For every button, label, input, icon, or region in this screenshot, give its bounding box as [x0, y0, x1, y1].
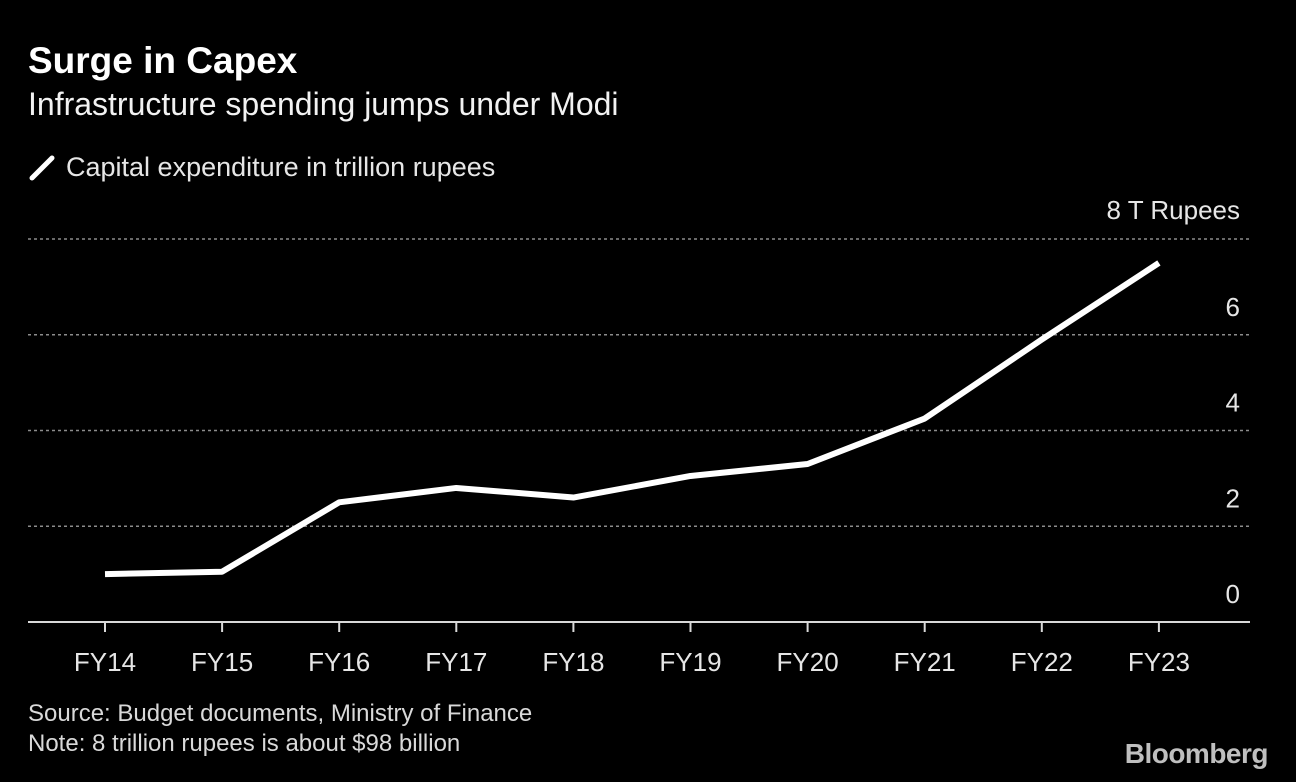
x-tick-label: FY20 — [777, 647, 839, 677]
y-tick-label: 6 — [1226, 292, 1240, 322]
x-tick-label: FY18 — [542, 647, 604, 677]
footnote: Note: 8 trillion rupees is about $98 bil… — [28, 730, 461, 757]
x-tick-label: FY14 — [74, 647, 136, 677]
source-note: Source: Budget documents, Ministry of Fi… — [28, 700, 533, 727]
y-tick-label: 2 — [1226, 483, 1240, 513]
line-swatch-icon — [29, 155, 55, 180]
x-tick-label: FY21 — [894, 647, 956, 677]
y-tick-label: 0 — [1226, 579, 1240, 609]
series-line — [104, 260, 1161, 578]
bloomberg-logo: Bloomberg — [1124, 738, 1269, 769]
y-tick-label: 8 T Rupees — [1107, 195, 1240, 225]
x-tick-label: FY17 — [425, 647, 487, 677]
legend: Capital expenditure in trillion rupees — [28, 152, 495, 183]
x-tick-label: FY22 — [1011, 647, 1073, 677]
x-tick-label: FY23 — [1128, 647, 1190, 677]
x-tick-label: FY15 — [191, 647, 253, 677]
y-tick-label: 4 — [1226, 388, 1240, 418]
legend-label: Capital expenditure in trillion rupees — [66, 152, 496, 182]
chart-subtitle: Infrastructure spending jumps under Modi — [28, 86, 619, 122]
x-tick-label: FY16 — [308, 647, 370, 677]
x-tick-label: FY19 — [659, 647, 721, 677]
chart-title: Surge in Capex — [28, 40, 298, 81]
